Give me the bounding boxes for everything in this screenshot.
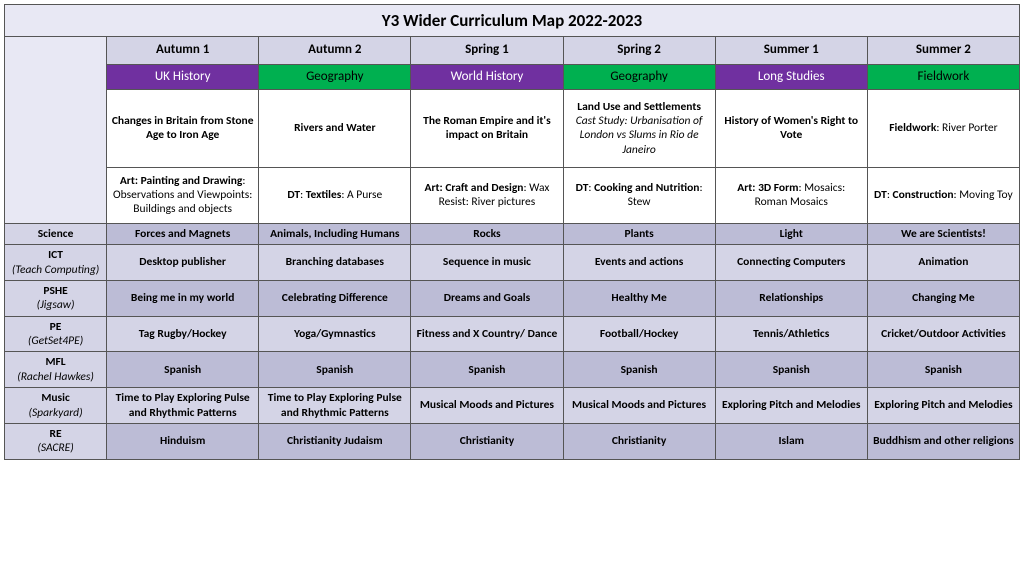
data-cell-6-0: Hinduism [107, 423, 259, 459]
row-label-5: Music(Sparkyard) [5, 388, 107, 424]
data-cell-2-4: Relationships [715, 280, 867, 316]
data-cell-5-0: Time to Play Exploring Pulse and Rhythmi… [107, 388, 259, 424]
art-cell-5: DT: Construction: Moving Toy [867, 167, 1019, 223]
data-cell-5-4: Exploring Pitch and Melodies [715, 388, 867, 424]
topic-cell-5: Fieldwork: River Porter [867, 89, 1019, 167]
subject-cell-1: Geography [259, 64, 411, 89]
subject-cell-4: Long Studies [715, 64, 867, 89]
page-title: Y3 Wider Curriculum Map 2022-2023 [5, 5, 1020, 37]
data-cell-1-2: Sequence in music [411, 245, 563, 281]
topic-cell-3: Land Use and SettlementsCast Study: Urba… [563, 89, 715, 167]
data-cell-6-2: Christianity [411, 423, 563, 459]
topic-cell-0: Changes in Britain from Stone Age to Iro… [107, 89, 259, 167]
term-header-2: Spring 1 [411, 37, 563, 64]
subject-cell-3: Geography [563, 64, 715, 89]
row-label-1: ICT(Teach Computing) [5, 245, 107, 281]
data-cell-1-4: Connecting Computers [715, 245, 867, 281]
subject-cell-5: Fieldwork [867, 64, 1019, 89]
data-cell-4-2: Spanish [411, 352, 563, 388]
data-cell-0-0: Forces and Magnets [107, 223, 259, 244]
data-cell-6-4: Islam [715, 423, 867, 459]
art-cell-4: Art: 3D Form: Mosaics: Roman Mosaics [715, 167, 867, 223]
data-cell-5-2: Musical Moods and Pictures [411, 388, 563, 424]
data-cell-5-3: Musical Moods and Pictures [563, 388, 715, 424]
data-cell-2-5: Changing Me [867, 280, 1019, 316]
data-cell-1-1: Branching databases [259, 245, 411, 281]
row-label-0: Science [5, 223, 107, 244]
art-cell-0: Art: Painting and Drawing: Observations … [107, 167, 259, 223]
row-label-3: PE(GetSet4PE) [5, 316, 107, 352]
term-header-4: Summer 1 [715, 37, 867, 64]
term-header-3: Spring 2 [563, 37, 715, 64]
data-cell-2-2: Dreams and Goals [411, 280, 563, 316]
data-cell-3-2: Fitness and X Country/ Dance [411, 316, 563, 352]
data-cell-0-5: We are Scientists! [867, 223, 1019, 244]
term-header-0: Autumn 1 [107, 37, 259, 64]
subject-cell-2: World History [411, 64, 563, 89]
curriculum-table: Y3 Wider Curriculum Map 2022-2023Autumn … [4, 4, 1020, 460]
data-cell-0-2: Rocks [411, 223, 563, 244]
data-cell-3-5: Cricket/Outdoor Activities [867, 316, 1019, 352]
data-cell-6-3: Christianity [563, 423, 715, 459]
data-cell-3-0: Tag Rugby/Hockey [107, 316, 259, 352]
data-cell-4-0: Spanish [107, 352, 259, 388]
data-cell-4-1: Spanish [259, 352, 411, 388]
topic-cell-2: The Roman Empire and it's impact on Brit… [411, 89, 563, 167]
data-cell-5-1: Time to Play Exploring Pulse and Rhythmi… [259, 388, 411, 424]
art-cell-2: Art: Craft and Design: Wax Resist: River… [411, 167, 563, 223]
row-label-2: PSHE(Jigsaw) [5, 280, 107, 316]
term-header-1: Autumn 2 [259, 37, 411, 64]
data-cell-1-5: Animation [867, 245, 1019, 281]
data-cell-1-0: Desktop publisher [107, 245, 259, 281]
corner-cell [5, 37, 107, 224]
data-cell-0-1: Animals, Including Humans [259, 223, 411, 244]
topic-cell-1: Rivers and Water [259, 89, 411, 167]
data-cell-4-4: Spanish [715, 352, 867, 388]
row-label-4: MFL(Rachel Hawkes) [5, 352, 107, 388]
data-cell-0-4: Light [715, 223, 867, 244]
art-cell-3: DT: Cooking and Nutrition: Stew [563, 167, 715, 223]
data-cell-0-3: Plants [563, 223, 715, 244]
data-cell-2-1: Celebrating Difference [259, 280, 411, 316]
data-cell-3-3: Football/Hockey [563, 316, 715, 352]
topic-cell-4: History of Women's Right to Vote [715, 89, 867, 167]
data-cell-6-1: Christianity Judaism [259, 423, 411, 459]
data-cell-4-3: Spanish [563, 352, 715, 388]
data-cell-2-3: Healthy Me [563, 280, 715, 316]
data-cell-3-4: Tennis/Athletics [715, 316, 867, 352]
term-header-5: Summer 2 [867, 37, 1019, 64]
art-cell-1: DT: Textiles: A Purse [259, 167, 411, 223]
data-cell-3-1: Yoga/Gymnastics [259, 316, 411, 352]
subject-cell-0: UK History [107, 64, 259, 89]
data-cell-1-3: Events and actions [563, 245, 715, 281]
row-label-6: RE(SACRE) [5, 423, 107, 459]
data-cell-6-5: Buddhism and other religions [867, 423, 1019, 459]
data-cell-2-0: Being me in my world [107, 280, 259, 316]
data-cell-5-5: Exploring Pitch and Melodies [867, 388, 1019, 424]
data-cell-4-5: Spanish [867, 352, 1019, 388]
